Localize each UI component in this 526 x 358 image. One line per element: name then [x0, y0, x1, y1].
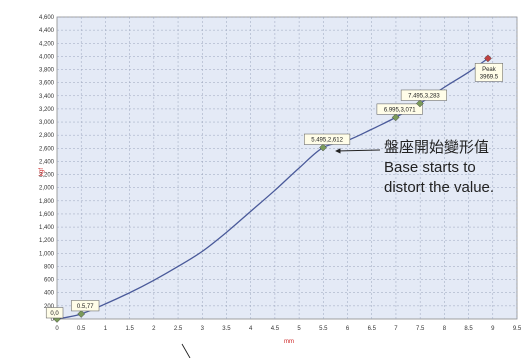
- y-tick-label: 4,000: [39, 54, 55, 60]
- annotation-arrow: [335, 148, 381, 154]
- x-tick-label: 8: [443, 326, 447, 332]
- x-tick-label: 4.5: [271, 326, 280, 332]
- data-point-marker: [391, 113, 400, 122]
- y-tick-label: 2,200: [39, 173, 55, 179]
- annotation-line-chinese: 盤座開始變形值: [384, 139, 490, 156]
- data-label: 0,0: [50, 311, 59, 317]
- data-point-marker: [77, 310, 86, 318]
- data-label-box: [474, 63, 503, 82]
- y-tick-label: 600: [44, 278, 55, 284]
- y-tick-label: 800: [44, 264, 55, 270]
- x-tick-label: 5: [297, 326, 301, 332]
- data-label: 7.495,3,283: [408, 93, 440, 99]
- annotation-note: 盤座開始變形值 Base starts to distort the value…: [384, 138, 524, 198]
- x-tick-label: 6: [346, 326, 350, 332]
- data-point-marker: [416, 99, 424, 108]
- grid: [57, 16, 518, 319]
- data-label-box: [45, 307, 64, 319]
- data-labels: 0,0 0.5,77 5.495,2,612 6.995,3,071 7.495,3,2…: [45, 54, 503, 323]
- y-tick-label: 2,800: [39, 133, 55, 139]
- plot-area: [56, 16, 518, 320]
- data-label-box: [71, 300, 100, 312]
- x-tick-label: 1: [104, 326, 108, 332]
- data-label: 5.495,2,612: [311, 138, 343, 144]
- y-tick-label: 1,800: [39, 199, 55, 205]
- data-label: 0.5,77: [77, 304, 94, 310]
- annotation-line-english-1: Base starts to: [384, 159, 476, 176]
- x-tick-label: 8.5: [464, 326, 473, 332]
- data-label: 6.995,3,071: [384, 107, 416, 113]
- x-axis-title: mm: [284, 339, 294, 345]
- x-tick-label: 4: [249, 326, 253, 332]
- y-tick-label: 0: [51, 317, 55, 323]
- x-tick-label: 9: [491, 326, 495, 332]
- peak-marker: [484, 54, 492, 63]
- x-tick-label: 7.5: [416, 326, 425, 332]
- x-tick-label: 3: [201, 326, 205, 332]
- y-axis-title: kgf: [39, 168, 45, 176]
- x-tick-label: 3.5: [222, 326, 231, 332]
- y-tick-label: 3,000: [39, 120, 55, 126]
- y-tick-label: 4,200: [39, 41, 55, 47]
- y-tick-label: 1,200: [39, 238, 55, 244]
- y-tick-label: 4,600: [39, 15, 55, 21]
- y-tick-label: 1,000: [39, 251, 55, 257]
- y-tick-label: 3,600: [39, 81, 55, 87]
- annotation-line-english-2: distort the value.: [384, 179, 495, 196]
- x-tick-label: 1.5: [125, 326, 134, 332]
- data-label-box: [400, 89, 447, 101]
- y-tick-label: 400: [44, 291, 55, 297]
- x-tick-label: 5.5: [319, 326, 328, 332]
- y-tick-label: 3,200: [39, 107, 55, 113]
- y-tick-label: 4,400: [39, 28, 55, 34]
- y-tick-label: 2,600: [39, 146, 55, 152]
- peak-label: 3969.5: [480, 74, 499, 80]
- y-tick-label: 200: [44, 304, 55, 310]
- x-tick-label: 9.5: [513, 326, 522, 332]
- x-tick-label: 0: [55, 326, 59, 332]
- y-tick-label: 1,400: [39, 225, 55, 231]
- x-tick-label: 6.5: [368, 326, 377, 332]
- data-label-box: [304, 133, 351, 145]
- x-tick-label: 0.5: [77, 326, 86, 332]
- y-tick-label: 3,400: [39, 94, 55, 100]
- y-tick-label: 3,800: [39, 68, 55, 74]
- peak-label: Peak: [482, 67, 497, 73]
- y-tick-label: 1,600: [39, 212, 55, 218]
- data-point-marker: [319, 143, 327, 152]
- x-tick-label: 7: [394, 326, 398, 332]
- tick-labels: 0 0.5 1 1.5 2 2.5 3 3.5 4 4.5 5 5.5 6 6.5 7 7.5 8 8.5 9 9.5…: [39, 15, 522, 332]
- data-label-box: [376, 103, 423, 115]
- bottom-pointer: [181, 343, 191, 358]
- x-tick-label: 2: [152, 326, 156, 332]
- y-tick-label: 2,400: [39, 159, 55, 165]
- y-tick-label: 2,000: [39, 186, 55, 192]
- x-tick-label: 2.5: [174, 326, 183, 332]
